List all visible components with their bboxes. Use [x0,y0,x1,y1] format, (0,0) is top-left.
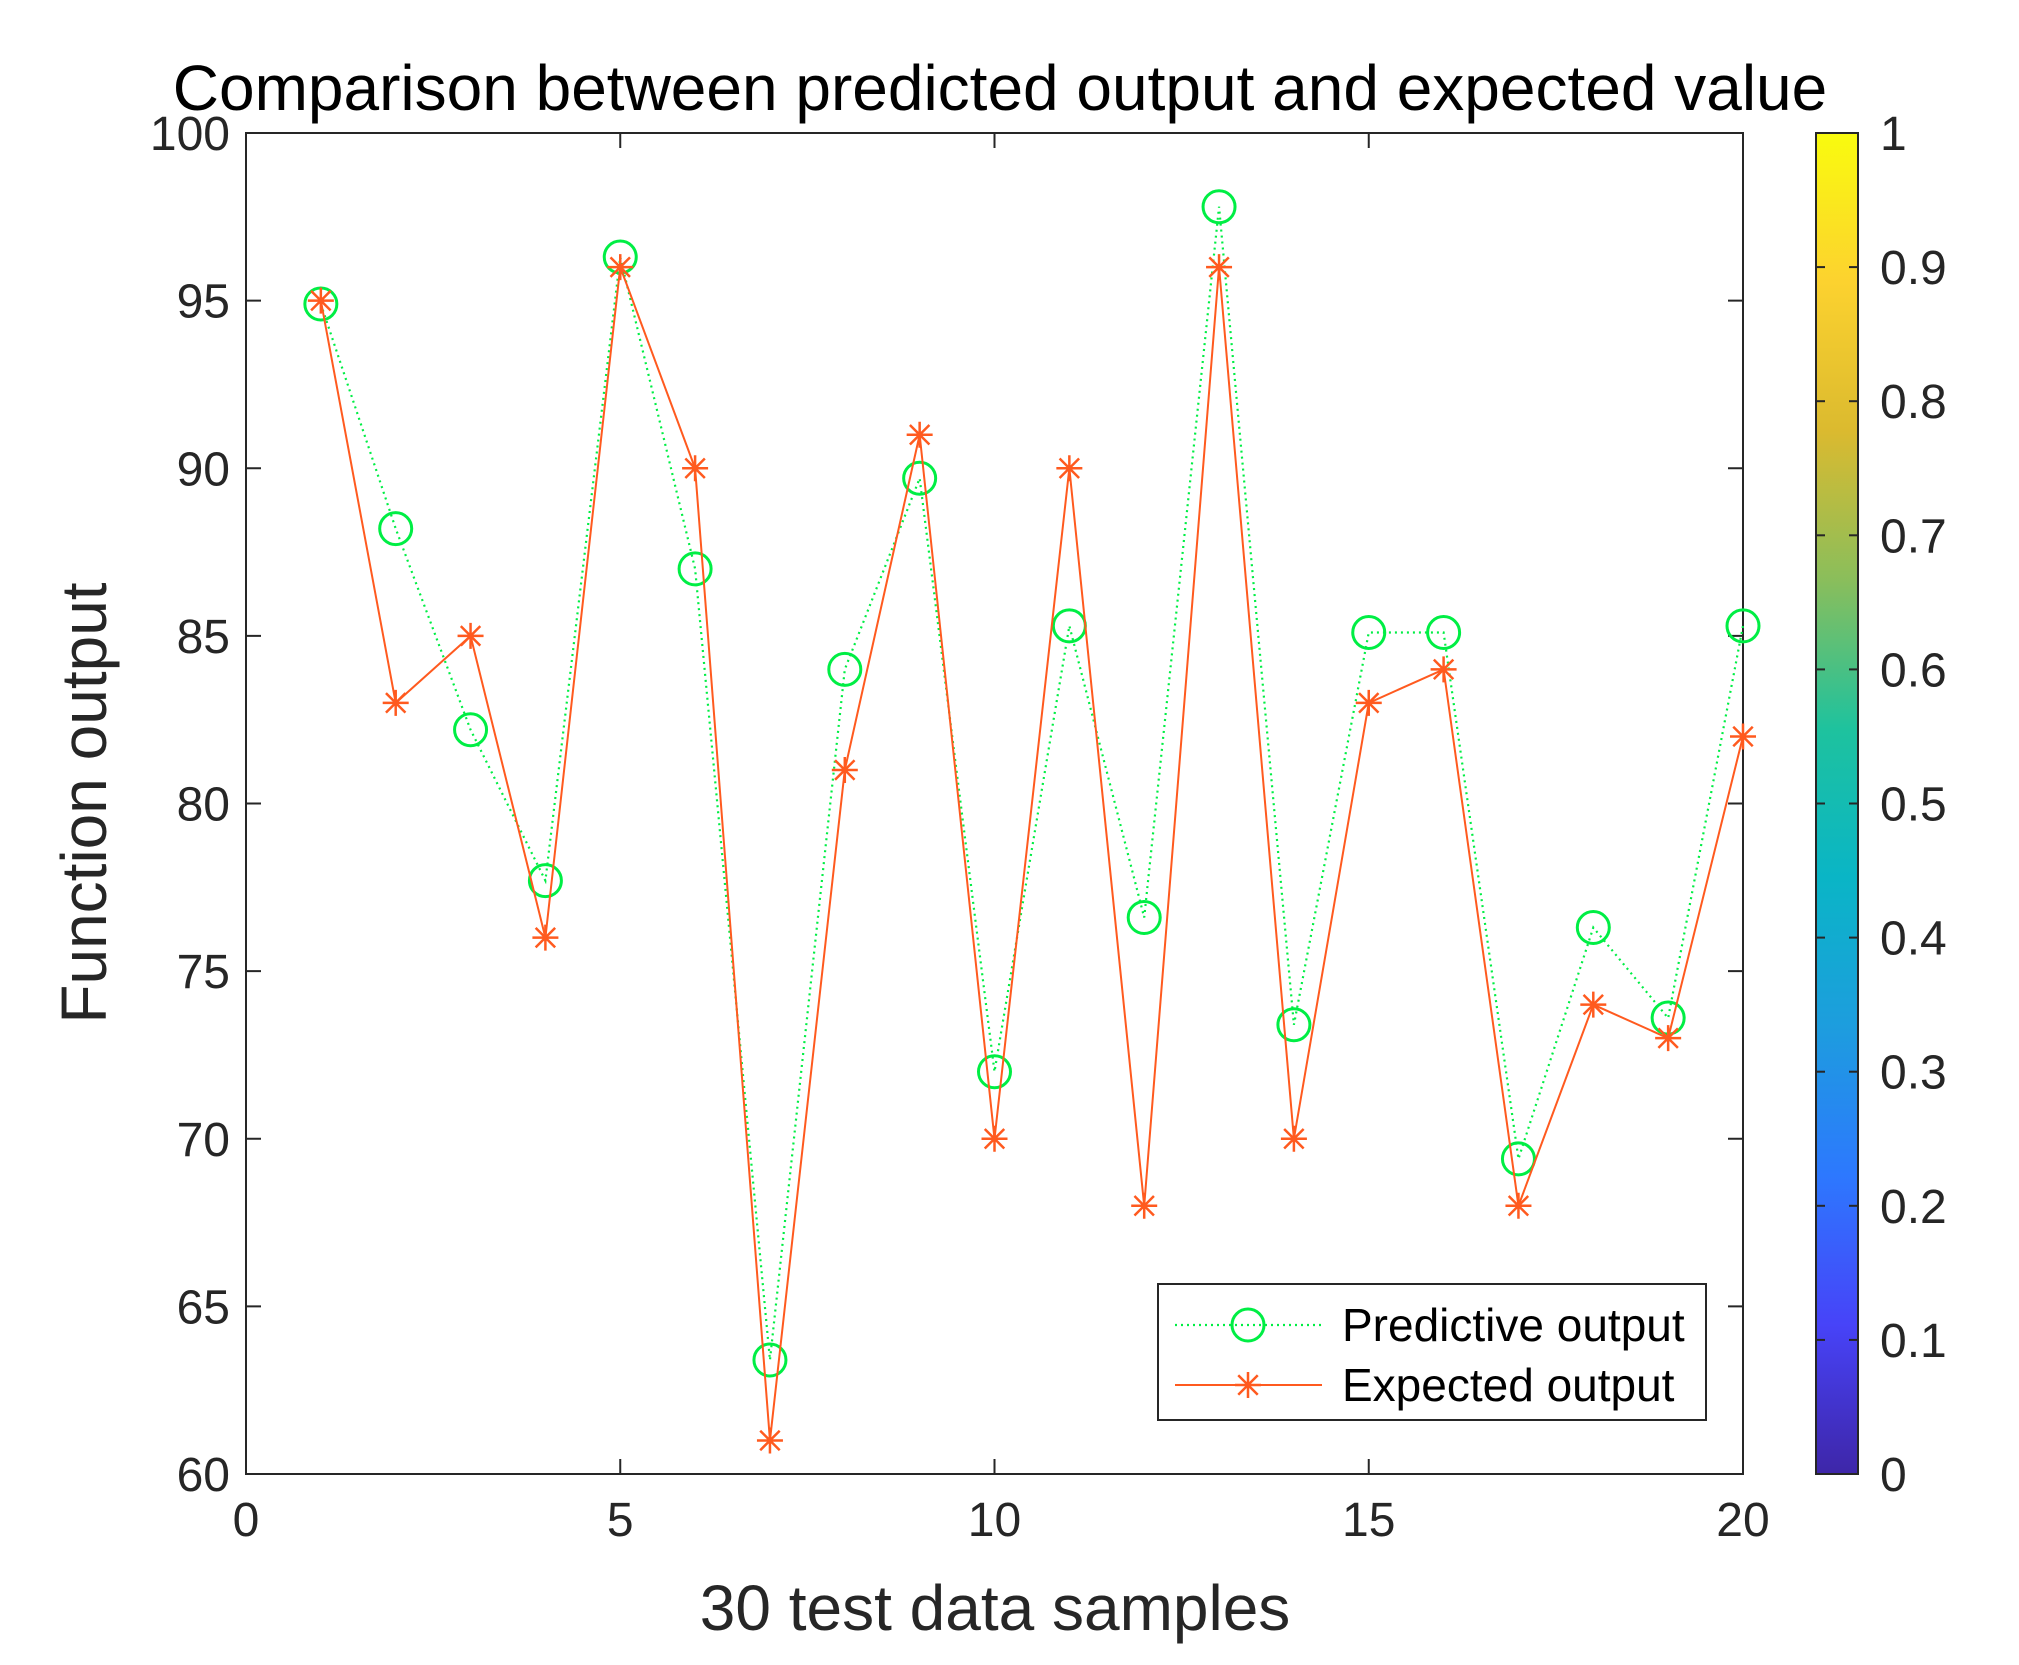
predictive-output-point [1575,910,1611,946]
y-axis: 60 65 70 75 80 85 90 95 100 [150,108,1743,1502]
expected-output-point [1355,689,1382,716]
x-axis-title: 30 test data samples [700,1572,1291,1644]
colorbar-tick-label: 0.8 [1880,376,1947,429]
legend: Predictive output Expected output [1157,1283,1707,1421]
y-tick-label: 80 [177,779,230,832]
colorbar-tick-label: 0.9 [1880,242,1947,295]
x-tick-label: 20 [1716,1494,1769,1547]
legend-marker-shape [1235,1372,1261,1398]
expected-output-point [1730,723,1756,750]
predictive-output-point [1201,189,1237,225]
expected-output-point [1655,1025,1682,1052]
expected-output-line [319,266,1744,1441]
x-tick-label: 5 [607,1494,634,1547]
x-tick-label: 15 [1342,1494,1395,1547]
y-tick-label: 60 [177,1449,230,1502]
expected-output-point [756,1427,783,1454]
expected-output-point [1280,1125,1307,1152]
legend-box [1157,1283,1707,1421]
plot-frame [245,132,1744,1475]
expected-output-point [457,622,484,649]
predictive-output-point [1126,899,1162,935]
expected-output-point [1056,455,1083,482]
series-layer [303,189,1761,1454]
expected-output-point [1131,1192,1158,1219]
predictive-output-point [1276,1007,1312,1043]
y-tick-label: 100 [150,108,230,161]
expected-output-point [682,455,709,482]
predictive-output-point [752,1342,788,1378]
predictive-output-line [319,206,1745,1361]
y-tick-label: 95 [177,276,230,329]
predictive-output-point [902,460,938,496]
y-tick-label: 65 [177,1281,230,1334]
y-tick-label: 75 [177,946,230,999]
expected-output-point [382,689,409,716]
legend-expected-marker [1235,1372,1261,1398]
expected-output-point [532,924,559,951]
x-tick-label: 0 [233,1494,260,1547]
colorbar-tick-label: 0.6 [1880,644,1947,697]
expected-output-point [981,1125,1008,1152]
y-tick-label: 85 [177,611,230,664]
y-tick-label: 70 [177,1114,230,1167]
expected-output-point [1505,1192,1532,1219]
legend-predictive-label: Predictive output [1342,1299,1685,1351]
colorbar-tick-label: 0.3 [1880,1047,1947,1100]
predictive-output-point [1500,1141,1536,1177]
colorbar-tick-label: 0.1 [1880,1315,1947,1368]
colorbar-ticks: 0 0.1 0.2 0.3 0.4 0.5 0.6 0.7 0.8 0.9 1 [1816,108,1947,1502]
colorbar: 0 0.1 0.2 0.3 0.4 0.5 0.6 0.7 0.8 0.9 1 [1815,108,1947,1502]
colorbar-tick-label: 0 [1880,1449,1907,1502]
predictive-output-point [977,1054,1012,1090]
expected-output-point [1430,656,1457,683]
colorbar-tick-label: 0.2 [1880,1181,1947,1234]
predictive-output-point [1426,615,1462,651]
predictive-output-point [378,511,414,547]
colorbar-tick-label: 0.7 [1880,510,1947,563]
predictive-output-point [1351,615,1387,651]
legend-expected-label: Expected output [1342,1359,1675,1411]
x-tick-label: 10 [968,1494,1021,1547]
colorbar-tick-label: 0.5 [1880,779,1947,832]
y-axis-title: Function output [48,582,120,1023]
predictive-output-point [453,712,489,748]
legend-predictive-marker [1230,1307,1266,1343]
colorbar-tick-label: 0.4 [1880,913,1947,966]
y-tick-label: 90 [177,443,230,496]
legend-marker-shape [1230,1307,1266,1343]
predictive-output-point [827,651,863,687]
expected-output-point [906,421,933,448]
expected-output-point [307,287,334,314]
expected-output-point [1580,991,1607,1018]
expected-output-point [831,756,858,783]
predictive-output-point [527,863,563,899]
predictive-output-point [1725,608,1761,644]
plot-area [245,132,1744,1475]
expected-output-point [1206,254,1233,281]
predictive-output-point [677,551,713,587]
expected-output-point [607,254,634,281]
chart-title: Comparison between predicted output and … [173,52,1827,124]
x-axis: 0 5 10 15 20 [233,133,1770,1547]
colorbar-tick-label: 1 [1880,108,1907,161]
